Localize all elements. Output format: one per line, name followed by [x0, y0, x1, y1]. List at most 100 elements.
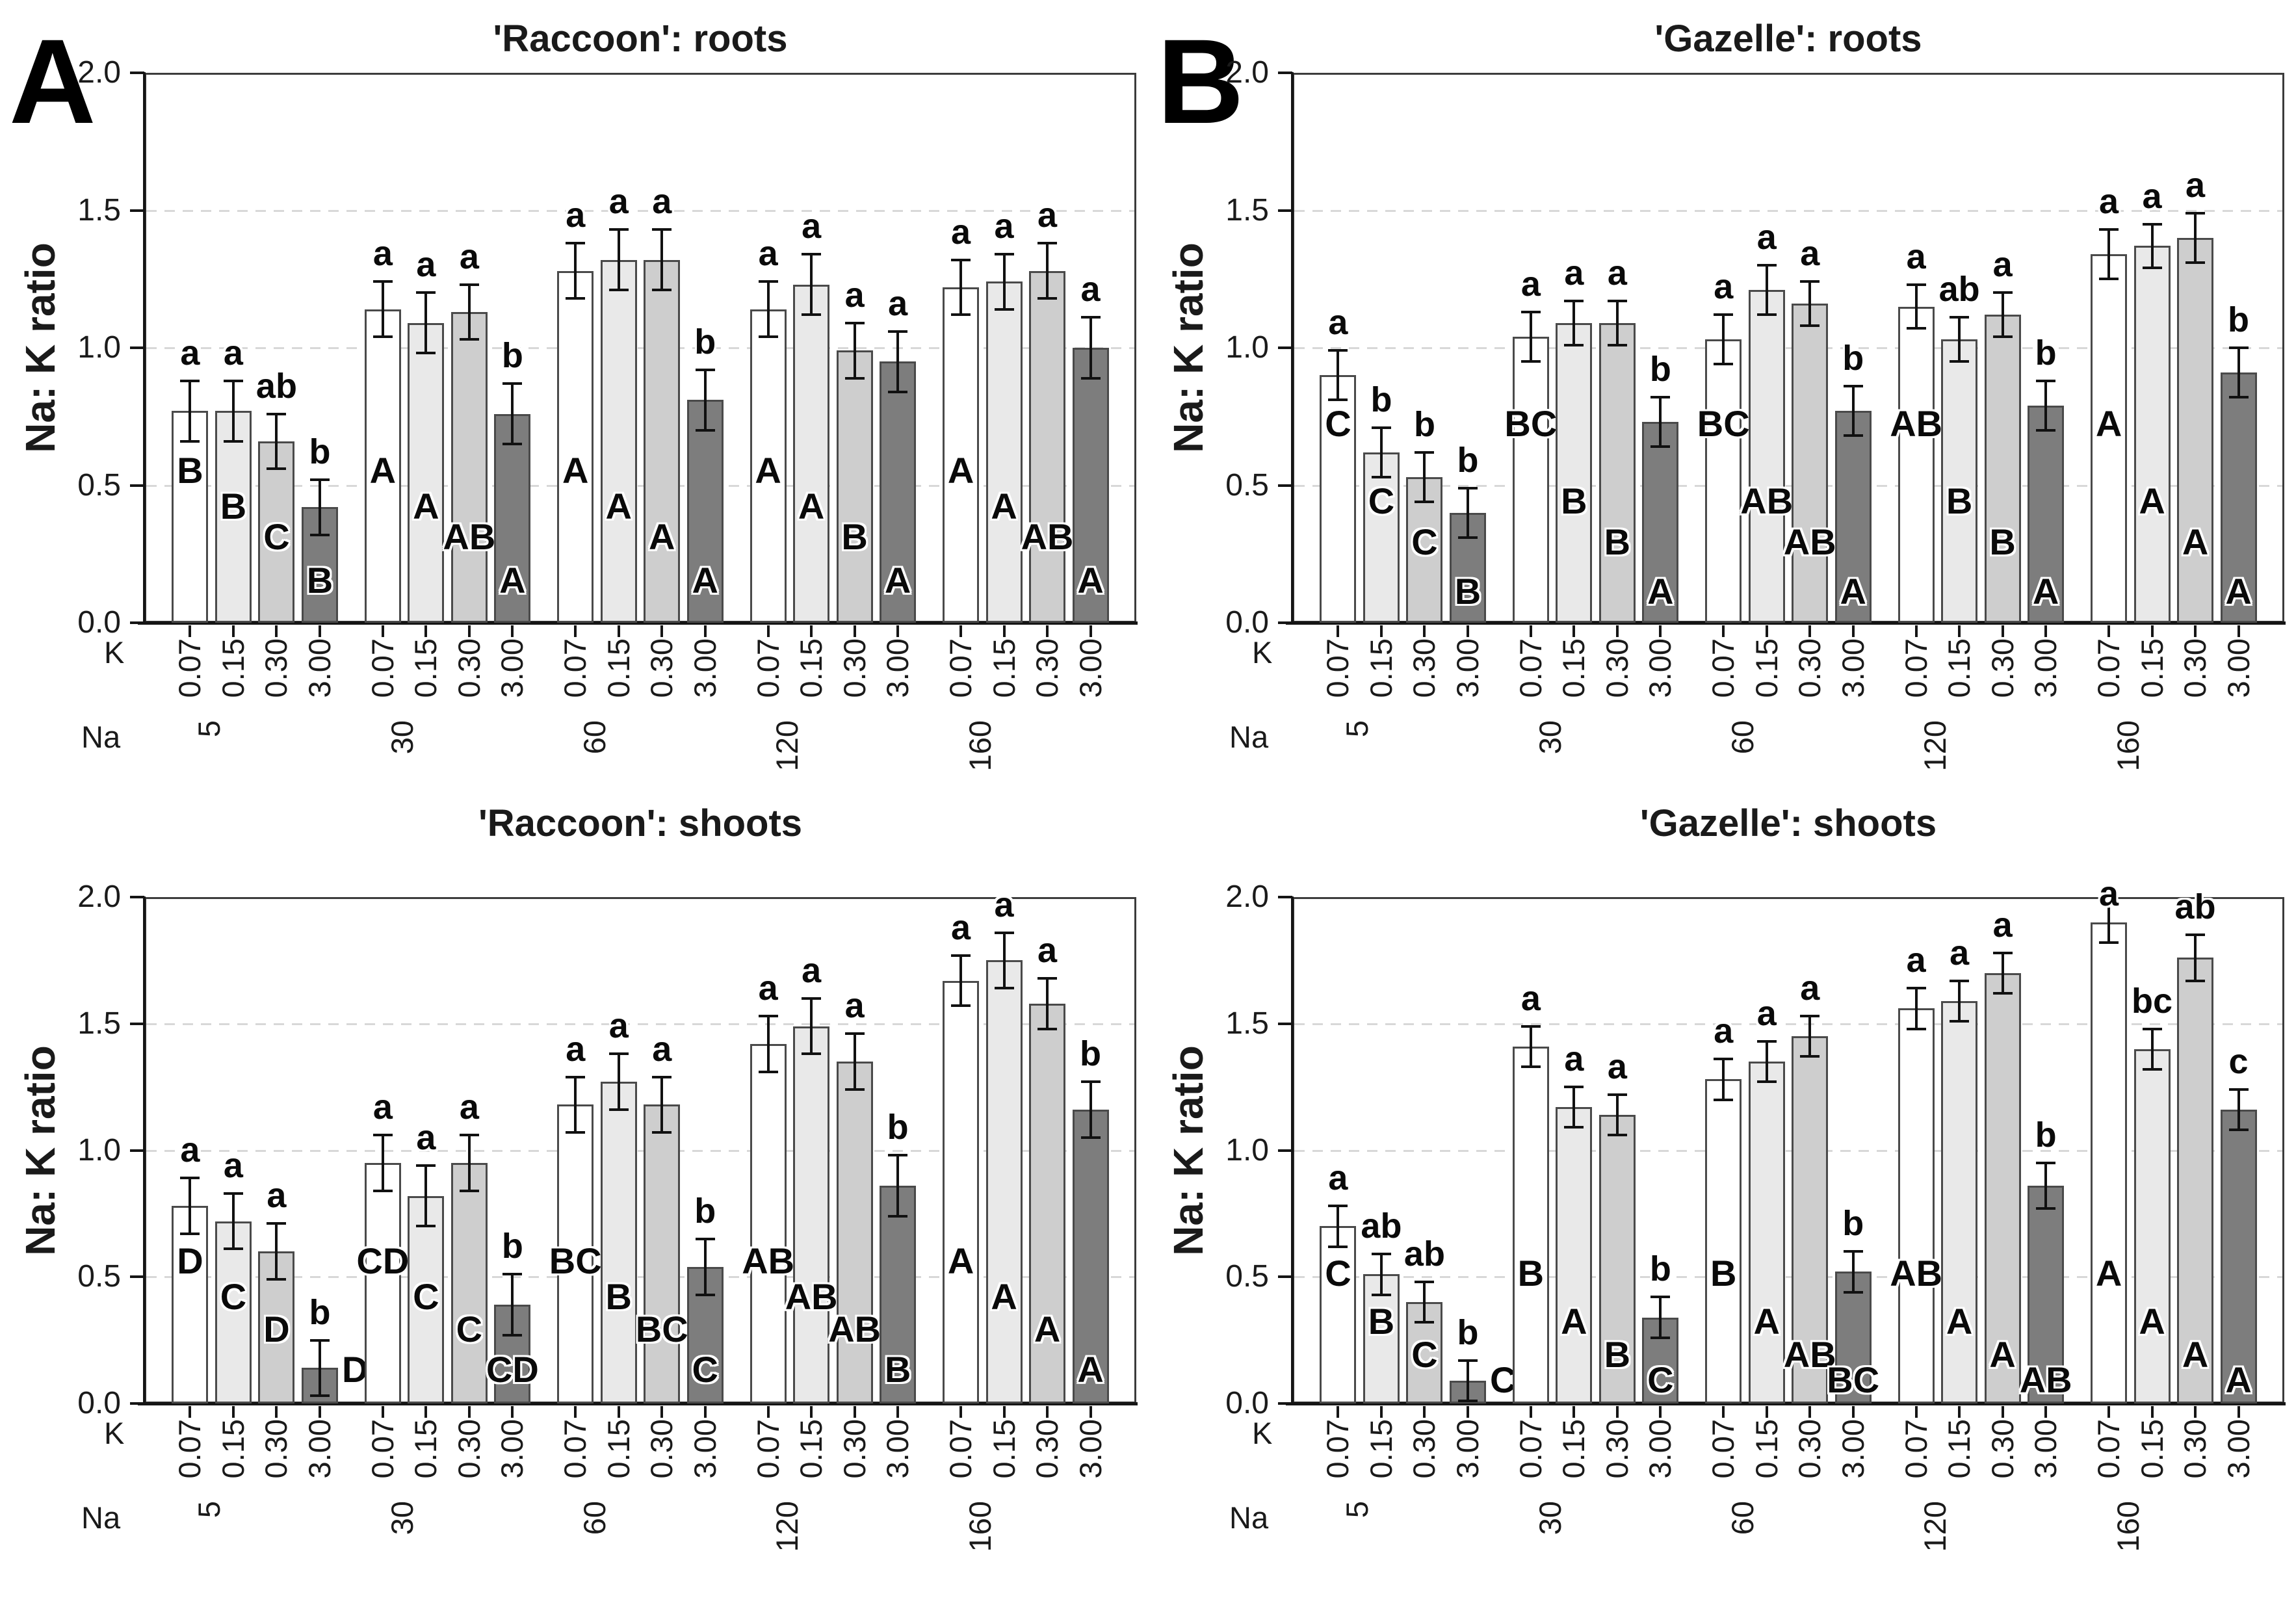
- panel-3-xtick-label-k-0.07-na120: 0.07: [750, 1419, 785, 1479]
- panel-2-errorcap-top-na160-k3.00: [2228, 346, 2249, 349]
- panel-3-xtick-label-k-0.30-na160: 0.30: [1030, 1419, 1065, 1479]
- panel-2-errorcap-bottom-na5-k0.07: [1328, 398, 1348, 402]
- panel-4-errorcap-bottom-na60-k0.07: [1714, 1098, 1734, 1101]
- panel-1-xtick-na60-k0.15: [617, 625, 620, 637]
- panel-3-xtick-na160-k0.30: [1046, 1406, 1049, 1418]
- panel-3-errorbar-na30-k0.07: [381, 1135, 384, 1191]
- panel-2-xtick-label-k-0.15-na60: 0.15: [1749, 638, 1784, 698]
- panel-3-xtick-label-k-0.30-na30: 0.30: [451, 1419, 486, 1479]
- panel-4-sig-letter-inside-na120-k3.00: AB: [2019, 1359, 2072, 1401]
- panel-1-errorbar-na5-k0.30: [275, 413, 278, 469]
- panel-1-sig-letter-inside-na60-k0.07: A: [562, 450, 589, 491]
- panel-4-errorcap-top-na160-k0.30: [2185, 933, 2206, 937]
- panel-4-errorbar-na120-k0.07: [1914, 988, 1918, 1029]
- panel-4-xtick-na60-k3.00: [1851, 1406, 1855, 1418]
- panel-3-xtick-label-k-3.00-na5: 3.00: [302, 1419, 337, 1479]
- panel-1-xtick-na160-k0.30: [1046, 625, 1049, 637]
- panel-2-xtick-label-k-0.07-na30: 0.07: [1513, 638, 1548, 698]
- panel-4-ytick-label-0.5: 0.5: [1225, 1259, 1269, 1294]
- panel-2-errorcap-bottom-na30-k0.15: [1564, 343, 1584, 346]
- panel-4-errorcap-top-na60-k0.07: [1714, 1058, 1734, 1061]
- panel-2-errorcap-top-na30-k0.15: [1564, 300, 1584, 303]
- panel-3-bar-na160-k0.07: [943, 980, 980, 1403]
- panel-4-errorbar-na30-k3.00: [1659, 1297, 1662, 1338]
- panel-1-sig-letter-inside-na30-k0.15: A: [413, 486, 439, 527]
- panel-3-errorcap-top-na120-k0.15: [802, 997, 822, 1000]
- panel-4-bar-na160-k0.15: [2133, 1049, 2171, 1403]
- panel-1-xtick-na120-k0.15: [810, 625, 813, 637]
- panel-3-errorcap-bottom-na120-k0.15: [802, 1052, 822, 1056]
- panel-2-xtick-label-k-0.15-na160: 0.15: [2134, 638, 2169, 698]
- panel-3-sig-letter-above-na120-k3.00: b: [887, 1108, 909, 1147]
- panel-3-xtick-na5-k0.15: [231, 1406, 235, 1418]
- panel-1-sig-letter-inside-na120-k3.00: A: [884, 560, 911, 601]
- panel-2-xtick-label-k-0.07-na5: 0.07: [1320, 638, 1355, 698]
- panel-3-errorcap-bottom-na160-k0.07: [951, 1004, 971, 1008]
- panel-3-xtick-na160-k0.07: [959, 1406, 963, 1418]
- panel-4-errorcap-top-na120-k3.00: [2036, 1161, 2056, 1164]
- panel-4-sig-letter-above-na120-k0.07: a: [1906, 941, 1926, 980]
- panel-4-errorcap-top-na5-k0.07: [1328, 1205, 1348, 1208]
- panel-2-errorbar-na5-k0.30: [1423, 452, 1426, 502]
- panel-4-xtick-na60-k0.30: [1808, 1406, 1812, 1418]
- panel-3-bar-na30-k0.15: [408, 1195, 445, 1403]
- panel-4-errorbar-na60-k0.15: [1765, 1041, 1768, 1082]
- panel-3-sig-letter-above-na160-k0.07: a: [951, 907, 971, 947]
- panel-4-sig-letter-above-na120-k0.30: a: [1992, 905, 2013, 945]
- panel-1-errorcap-bottom-na160-k0.30: [1037, 296, 1058, 300]
- panel-2-xtick-label-k-3.00-na60: 3.00: [1835, 638, 1870, 698]
- panel-4-bar-na30-k0.15: [1556, 1107, 1593, 1403]
- panel-4-bar-na60-k0.15: [1748, 1062, 1785, 1403]
- panel-1-errorbar-na30-k0.07: [381, 281, 384, 337]
- panel-4-sig-letter-inside-na120-k0.15: A: [1946, 1301, 1973, 1342]
- panel-1-errorbar-na120-k0.07: [766, 281, 770, 337]
- panel-4-ytick-0.0: [1278, 1402, 1292, 1405]
- panel-1-xtick-label-k-0.07-na120: 0.07: [750, 638, 785, 698]
- panel-3-errorcap-top-na60-k0.15: [608, 1052, 629, 1056]
- panel-3-bar-na5-k0.07: [172, 1206, 209, 1403]
- panel-1-errorcap-top-na160-k0.30: [1037, 242, 1058, 245]
- panel-2-errorcap-top-na120-k3.00: [2036, 379, 2056, 382]
- panel-2-xtick-na160-k3.00: [2237, 625, 2240, 637]
- panel-2-sig-letter-above-na160-k0.30: a: [2185, 165, 2206, 205]
- panel-4-xtick-label-k-0.15-na30: 0.15: [1556, 1419, 1591, 1479]
- panel-3-sig-letter-inside-na30-k0.30: C: [456, 1309, 483, 1350]
- panel-2-errorbar-na60-k0.15: [1765, 265, 1768, 315]
- panel-4-sig-letter-above-na60-k3.00: b: [1842, 1204, 1864, 1244]
- panel-3-xtick-na30-k0.15: [424, 1406, 428, 1418]
- panel-3-xtick-na30-k0.07: [381, 1406, 384, 1418]
- panel-1-sig-letter-above-na30-k0.07: a: [372, 234, 393, 274]
- panel-1-ytick-1.5: [130, 209, 144, 212]
- panel-3-errorbar-na160-k3.00: [1089, 1082, 1092, 1138]
- panel-1-xtick-label-k-0.30-na30: 0.30: [451, 638, 486, 698]
- panel-4-ytick-label-2.0: 2.0: [1225, 880, 1269, 914]
- panel-3-sig-letter-above-na120-k0.30: a: [844, 986, 865, 1026]
- panel-4-bar-na60-k0.07: [1705, 1079, 1742, 1403]
- panel-3-gridline-0.5: [146, 1276, 1134, 1279]
- panel-4-sig-letter-above-na30-k3.00: b: [1649, 1249, 1671, 1289]
- panel-3-errorcap-top-na30-k0.15: [416, 1164, 436, 1167]
- panel-1-errorcap-bottom-na5-k0.07: [180, 439, 200, 443]
- panel-2-sig-letter-inside-na5-k0.30: C: [1411, 521, 1438, 563]
- panel-3-bar-na120-k3.00: [880, 1186, 917, 1403]
- panel-1-errorbar-na160-k0.07: [959, 259, 963, 315]
- panel-2-xtick-na160-k0.30: [2194, 625, 2197, 637]
- panel-2-bar-na5-k0.15: [1363, 452, 1400, 623]
- panel-2-errorbar-na120-k3.00: [2044, 380, 2048, 430]
- panel-1-errorcap-bottom-na160-k0.07: [951, 313, 971, 317]
- panel-4-sig-letter-inside-na120-k0.30: A: [1989, 1334, 2016, 1376]
- panel-1-sig-letter-inside-na160-k0.30: AB: [1021, 515, 1074, 557]
- panel-1-xtick-na160-k0.15: [1002, 625, 1006, 637]
- panel-3-errorbar-na160-k0.15: [1002, 932, 1006, 989]
- panel-4-sig-letter-inside-na160-k0.15: A: [2139, 1301, 2165, 1342]
- panel-2-sig-letter-inside-na160-k3.00: A: [2225, 571, 2252, 612]
- panel-4-sig-letter-above-na5-k3.00: b: [1457, 1312, 1479, 1352]
- panel-2-sig-letter-inside-na120-k0.07: AB: [1890, 403, 1943, 445]
- panel-3-errorbar-na160-k0.07: [959, 955, 963, 1006]
- panel-3-errorbar-na120-k0.30: [853, 1034, 856, 1090]
- panel-2-errorcap-bottom-na30-k0.07: [1520, 360, 1541, 363]
- panel-4-bar-na160-k0.07: [2091, 922, 2128, 1403]
- panel-2-xtick-label-k-0.30-na5: 0.30: [1407, 638, 1442, 698]
- panel-2-xtick-na30-k0.15: [1572, 625, 1576, 637]
- panel-4-sig-letter-above-na30-k0.07: a: [1520, 978, 1541, 1018]
